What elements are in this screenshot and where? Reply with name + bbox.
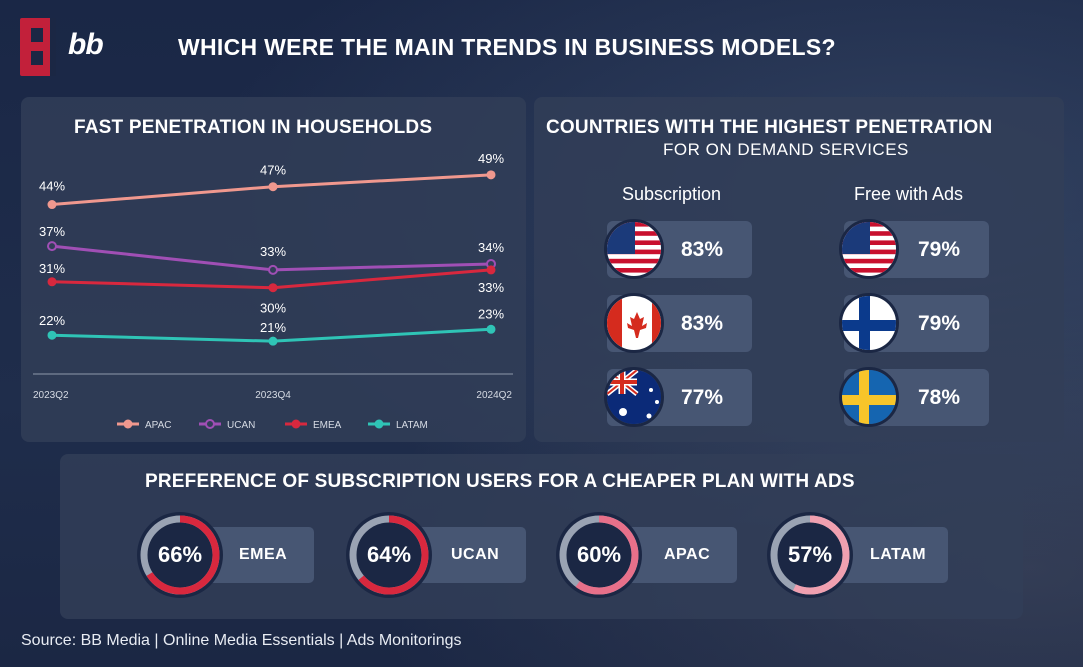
- emea-legend-label: EMEA: [313, 420, 342, 431]
- apac-data-label: 44%: [39, 179, 65, 194]
- countries-title: COUNTRIES WITH THE HIGHEST PENETRATION: [546, 117, 993, 138]
- apac-legend-marker: [123, 419, 133, 429]
- finland-flag-icon: [839, 293, 899, 353]
- latam-data-label: 23%: [478, 306, 504, 321]
- ucan-data-label: 34%: [478, 240, 504, 255]
- ucan-ring: 64%: [346, 512, 432, 598]
- latam-data-point: [486, 324, 496, 334]
- emea-ring-arc: [140, 515, 220, 595]
- emea-data-label: 31%: [39, 261, 65, 276]
- cheaper-plan-panel: PREFERENCE OF SUBSCRIPTION USERS FOR A C…: [60, 454, 1023, 619]
- emea-data-label: 30%: [260, 301, 286, 316]
- australia-flag-icon: [604, 367, 664, 427]
- country-value: 83%: [681, 238, 724, 261]
- ucan-data-point: [268, 264, 278, 275]
- latam-ring-arc: [770, 515, 850, 595]
- ring-value: 57%: [787, 542, 833, 567]
- household-penetration-panel: FAST PENETRATION IN HOUSEHOLDS 2023Q2 202…: [21, 97, 526, 442]
- country-value: 79%: [918, 312, 961, 335]
- emea-ring: 66%: [137, 512, 223, 598]
- region-label: LATAM: [870, 546, 927, 563]
- cheaper-plan-title: PREFERENCE OF SUBSCRIPTION USERS FOR A C…: [145, 471, 855, 492]
- ucan-data-label: 33%: [260, 244, 286, 259]
- latam-ring: 57%: [767, 512, 853, 598]
- ucan-data-point: [47, 241, 57, 252]
- ucan-legend-marker: [205, 419, 215, 429]
- latam-data-point: [268, 336, 278, 346]
- apac-ring-arc: [559, 515, 639, 595]
- bb-logo-icon: [20, 18, 56, 76]
- free-with-ads-column-header: Free with Ads: [854, 184, 964, 204]
- source-footnote: Source: BB Media | Online Media Essentia…: [21, 632, 462, 649]
- region-label: APAC: [664, 546, 711, 563]
- logo-text: bb: [68, 28, 104, 61]
- latam-legend-label: LATAM: [396, 420, 428, 431]
- country-value: 78%: [918, 386, 961, 409]
- emea-data-point: [486, 265, 496, 275]
- us-flag-icon: [604, 219, 664, 279]
- x-tick-label: 2024Q2: [476, 390, 512, 401]
- emea-legend-marker: [291, 419, 301, 429]
- x-tick-label: 2023Q4: [255, 390, 291, 401]
- canada-flag-icon: [604, 293, 664, 353]
- subscription-column-header: Subscription: [622, 184, 722, 204]
- latam-legend-marker: [374, 419, 384, 429]
- emea-data-point: [47, 277, 57, 287]
- countries-panel: COUNTRIES WITH THE HIGHEST PENETRATION F…: [534, 97, 1064, 442]
- ucan-ring-arc: [349, 515, 429, 595]
- line-chart-title: FAST PENETRATION IN HOUSEHOLDS: [74, 117, 433, 138]
- apac-data-point: [268, 182, 278, 192]
- apac-data-point: [486, 170, 496, 180]
- emea-data-label: 33%: [478, 280, 504, 295]
- apac-data-point: [47, 200, 57, 210]
- ring-value: 64%: [366, 542, 412, 567]
- apac-data-label: 49%: [478, 151, 504, 166]
- ucan-data-label: 37%: [39, 224, 65, 239]
- apac-ring: 60%: [556, 512, 642, 598]
- latam-data-point: [47, 330, 57, 340]
- region-label: EMEA: [239, 546, 288, 563]
- ucan-legend-label: UCAN: [227, 420, 255, 431]
- countries-subtitle: FOR ON DEMAND SERVICES: [663, 140, 909, 159]
- apac-data-label: 47%: [260, 163, 286, 178]
- ring-value: 66%: [157, 542, 203, 567]
- line-chart: 2023Q2 2023Q4 2024Q2 44% 47% 49% 37% 33% 34% 31% 3…: [33, 151, 513, 431]
- emea-data-point: [268, 283, 278, 293]
- us-flag-icon: [839, 219, 899, 279]
- latam-data-label: 21%: [260, 320, 286, 335]
- latam-data-label: 22%: [39, 313, 65, 328]
- country-value: 77%: [681, 386, 724, 409]
- region-label: UCAN: [451, 546, 500, 563]
- sweden-flag-icon: [839, 367, 899, 427]
- page-title: WHICH WERE THE MAIN TRENDS IN BUSINESS M…: [178, 34, 836, 60]
- x-tick-label: 2023Q2: [33, 390, 69, 401]
- country-value: 79%: [918, 238, 961, 261]
- apac-legend-label: APAC: [145, 420, 172, 431]
- country-value: 83%: [681, 312, 724, 335]
- ring-value: 60%: [576, 542, 622, 567]
